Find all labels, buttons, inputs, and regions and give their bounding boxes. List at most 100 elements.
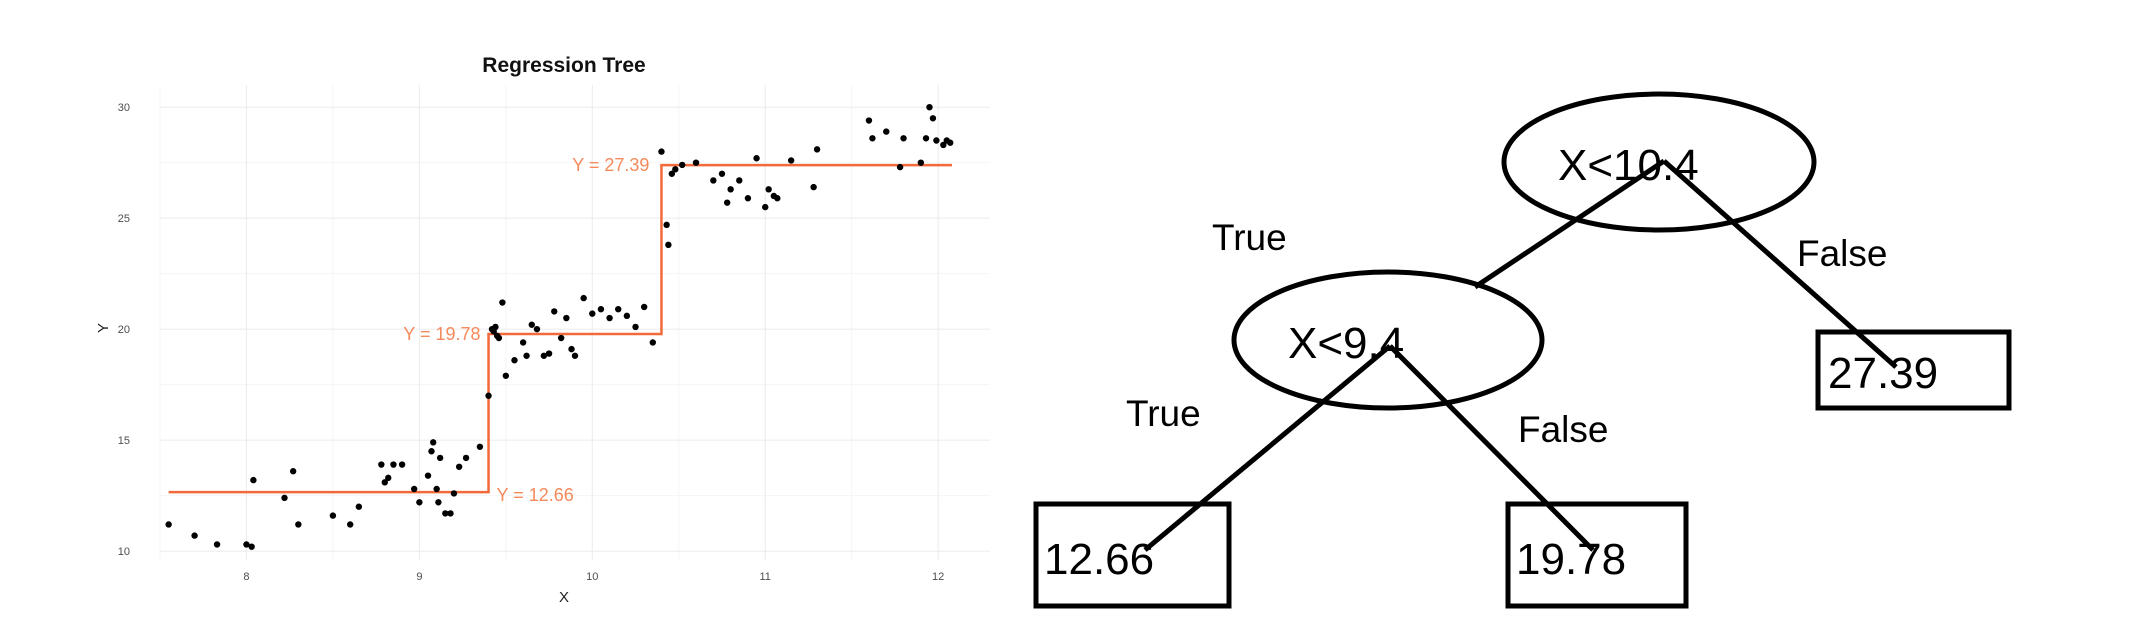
data-point bbox=[649, 339, 657, 346]
step-label: Y = 19.78 bbox=[403, 324, 480, 344]
minor-gridlines bbox=[159, 85, 990, 560]
data-point bbox=[385, 474, 392, 482]
data-point bbox=[523, 352, 530, 359]
x-tick-label: 10 bbox=[586, 571, 598, 583]
data-point bbox=[896, 163, 904, 171]
data-point bbox=[248, 543, 255, 550]
data-point bbox=[281, 494, 288, 502]
data-point bbox=[723, 199, 731, 206]
data-point bbox=[289, 468, 297, 475]
data-point bbox=[347, 521, 354, 528]
data-point bbox=[492, 323, 499, 331]
edge-left-false bbox=[1388, 344, 1595, 552]
x-tick-label: 12 bbox=[932, 571, 944, 583]
data-point bbox=[442, 510, 449, 517]
data-point bbox=[499, 299, 506, 306]
data-point bbox=[810, 183, 817, 191]
data-point bbox=[485, 392, 492, 399]
data-point bbox=[940, 141, 947, 149]
x-tick-label: 11 bbox=[759, 571, 770, 583]
data-point bbox=[917, 159, 925, 166]
data-point bbox=[665, 241, 672, 249]
left-true-label: True bbox=[1126, 393, 1201, 434]
data-point bbox=[430, 439, 437, 446]
data-point bbox=[243, 541, 250, 548]
data-point bbox=[447, 510, 454, 517]
data-point bbox=[736, 177, 743, 184]
data-point bbox=[580, 294, 587, 302]
data-point bbox=[416, 499, 423, 506]
y-tick-label: 10 bbox=[118, 546, 130, 558]
data-point bbox=[762, 203, 769, 211]
data-point bbox=[329, 512, 337, 519]
chart-title: Regression Tree bbox=[482, 54, 645, 77]
data-point bbox=[476, 443, 484, 450]
data-point bbox=[533, 325, 541, 333]
decision-tree: X<10.4 X<9.4 12.66 19.78 27.39 True Fals… bbox=[1033, 91, 2012, 609]
data-point bbox=[424, 472, 432, 479]
data-point bbox=[640, 303, 648, 311]
data-point bbox=[191, 532, 198, 539]
data-point bbox=[718, 170, 726, 177]
leaf-3 bbox=[1815, 329, 2012, 411]
y-tick-labels: 10 15 20 25 30 bbox=[118, 102, 130, 558]
leaf-2-value: 19.78 bbox=[1516, 535, 1626, 584]
y-tick-label: 20 bbox=[118, 324, 130, 336]
data-point bbox=[883, 128, 890, 135]
data-point bbox=[450, 490, 458, 497]
root-node bbox=[1501, 91, 1817, 233]
data-point bbox=[410, 485, 418, 493]
data-point bbox=[632, 323, 639, 331]
data-point bbox=[390, 461, 397, 468]
data-point bbox=[436, 454, 444, 462]
data-point bbox=[947, 139, 954, 146]
left-node bbox=[1231, 269, 1545, 411]
x-axis-title: X bbox=[559, 589, 569, 606]
data-point bbox=[710, 177, 717, 184]
data-point bbox=[606, 314, 613, 322]
step-fit-path bbox=[168, 163, 952, 494]
y-tick-label: 25 bbox=[118, 213, 130, 225]
data-point bbox=[165, 521, 172, 528]
x-tick-label: 8 bbox=[243, 571, 249, 583]
data-point bbox=[658, 148, 665, 155]
data-point bbox=[744, 195, 752, 202]
data-point bbox=[869, 135, 876, 142]
data-point bbox=[589, 310, 596, 317]
data-point bbox=[615, 305, 622, 313]
data-point bbox=[597, 305, 605, 313]
x-tick-labels: 8 9 10 11 12 bbox=[243, 571, 944, 583]
step-labels: Y = 12.66 Y = 19.78 Y = 27.39 bbox=[403, 155, 649, 505]
data-point bbox=[865, 117, 873, 124]
data-point bbox=[568, 345, 575, 353]
data-point bbox=[929, 115, 937, 122]
data-point bbox=[926, 103, 933, 111]
leaf-2 bbox=[1505, 501, 1689, 609]
leaf-1-value: 12.66 bbox=[1044, 535, 1154, 584]
root-false-label: False bbox=[1797, 233, 1887, 274]
root-node-label: X<10.4 bbox=[1558, 141, 1699, 190]
step-label: Y = 12.66 bbox=[497, 485, 574, 505]
data-point bbox=[557, 334, 565, 342]
data-point bbox=[787, 157, 795, 164]
data-point bbox=[623, 312, 631, 320]
data-point bbox=[933, 137, 940, 144]
scatter-points bbox=[165, 103, 954, 550]
data-point bbox=[398, 461, 406, 468]
data-point bbox=[433, 485, 440, 493]
data-point bbox=[922, 135, 930, 142]
data-point bbox=[692, 159, 700, 166]
data-point bbox=[900, 135, 907, 142]
major-gridlines bbox=[160, 85, 990, 560]
root-true-label: True bbox=[1212, 217, 1287, 258]
data-point bbox=[495, 334, 503, 342]
data-point bbox=[213, 541, 221, 548]
y-tick-label: 30 bbox=[118, 102, 130, 114]
data-point bbox=[381, 479, 388, 486]
edge-root-true bbox=[1473, 158, 1666, 290]
data-point bbox=[295, 521, 302, 528]
regression-step-line bbox=[168, 163, 952, 494]
edge-left-true bbox=[1143, 344, 1392, 552]
data-point bbox=[511, 357, 518, 364]
